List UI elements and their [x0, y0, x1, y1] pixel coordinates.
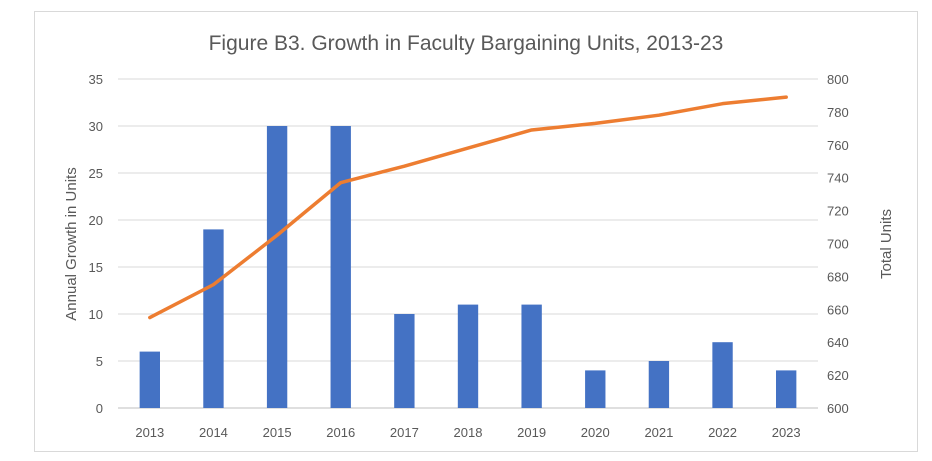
x-tick-label: 2018	[454, 425, 483, 440]
bar	[648, 361, 670, 408]
y2-tick-label: 800	[827, 72, 849, 87]
chart-title: Figure B3. Growth in Faculty Bargaining …	[209, 32, 724, 55]
x-tick-label: 2017	[390, 425, 419, 440]
x-axis-ticks: 2013 2014 2015 2016 2017 2018 2019 2020 2021 2022…	[135, 425, 800, 440]
x-tick-label: 2016	[326, 425, 355, 440]
bar	[712, 342, 733, 408]
x-tick-label: 2021	[644, 425, 673, 440]
bar	[585, 370, 606, 408]
bar	[457, 304, 479, 408]
x-tick-label: 2020	[581, 425, 610, 440]
y2-tick-label: 760	[827, 138, 849, 153]
right-axis-ticks: 600 620 640 660 680 700 720 740 760 780 800	[827, 72, 849, 416]
bar	[266, 126, 288, 408]
bar	[203, 229, 224, 408]
y2-tick-label: 660	[827, 302, 849, 317]
bar-series	[139, 126, 797, 408]
y2-tick-label: 640	[827, 335, 849, 350]
bar	[394, 314, 415, 408]
x-tick-label: 2019	[517, 425, 546, 440]
y2-tick-label: 620	[827, 368, 849, 383]
x-tick-label: 2022	[708, 425, 737, 440]
gridlines	[118, 78, 818, 409]
y-tick-label: 35	[89, 72, 103, 87]
y-tick-label: 15	[89, 260, 103, 275]
y2-tick-label: 600	[827, 401, 849, 416]
bar	[330, 126, 351, 408]
x-tick-label: 2023	[772, 425, 801, 440]
y-tick-label: 20	[89, 213, 103, 228]
y2-tick-label: 680	[827, 269, 849, 284]
y-tick-label: 10	[89, 307, 103, 322]
y-axis-title: Annual Growth in Units	[63, 167, 80, 320]
total-units-line	[148, 95, 788, 320]
y-tick-label: 30	[89, 119, 103, 134]
bar	[521, 304, 542, 408]
y2-tick-label: 780	[827, 105, 849, 120]
y-tick-label: 25	[89, 166, 103, 181]
y-tick-label: 5	[96, 354, 103, 369]
x-tick-label: 2014	[199, 425, 228, 440]
y2-axis-title: Total Units	[878, 209, 895, 279]
bar	[776, 370, 797, 408]
y2-tick-label: 700	[827, 237, 849, 252]
y-tick-label: 0	[96, 401, 103, 416]
y2-tick-label: 740	[827, 171, 849, 186]
bar	[139, 351, 160, 408]
x-tick-label: 2015	[263, 425, 292, 440]
x-tick-label: 2013	[135, 425, 164, 440]
left-axis-ticks: 0 5 10 15 20 25 30 35	[89, 72, 103, 416]
y2-tick-label: 720	[827, 204, 849, 219]
